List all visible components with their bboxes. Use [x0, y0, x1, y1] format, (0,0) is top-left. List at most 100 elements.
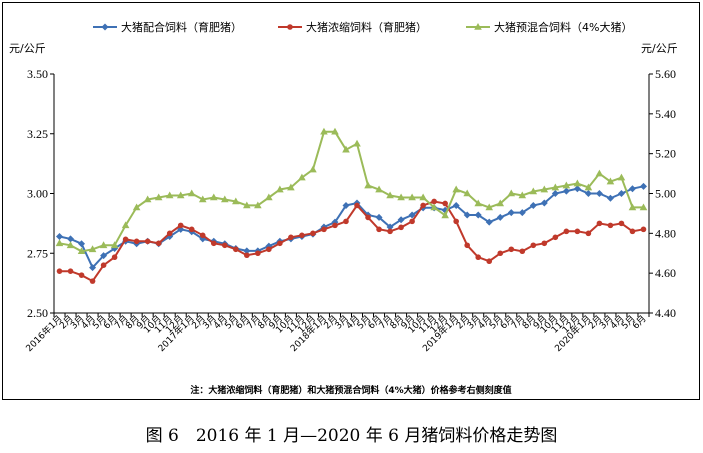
data-point	[209, 193, 218, 201]
data-point	[244, 252, 250, 259]
data-point	[486, 258, 493, 265]
data-point	[88, 245, 97, 253]
left-axis-unit: 元/公斤	[9, 42, 46, 55]
right-axis-tick-label: 5.60	[655, 67, 676, 81]
data-point	[519, 248, 526, 255]
data-point	[353, 139, 361, 147]
data-point	[485, 218, 493, 226]
data-point	[266, 246, 272, 253]
data-point	[595, 190, 603, 197]
data-point	[562, 181, 571, 189]
right-axis-unit: 元/公斤	[641, 42, 678, 55]
data-point	[187, 189, 196, 197]
data-point	[220, 195, 229, 203]
data-point	[585, 230, 592, 237]
data-point	[299, 232, 305, 239]
data-point	[551, 183, 560, 191]
legend-label: 大猪配合饲料（育肥猪）	[121, 20, 242, 34]
data-point	[232, 197, 240, 205]
data-point	[132, 203, 141, 211]
data-point	[210, 240, 217, 247]
data-point	[573, 179, 582, 187]
data-point	[78, 272, 85, 278]
data-point	[287, 183, 295, 191]
data-point	[309, 165, 317, 173]
data-point	[408, 193, 416, 201]
data-point	[121, 221, 130, 229]
data-point	[563, 228, 570, 235]
data-point	[287, 24, 293, 30]
data-point	[442, 200, 448, 207]
data-point	[419, 193, 427, 201]
line-chart: 2.50 2.75 3.00 3.25 3.50 4.40 4.60 4.80 5.00 5.20…	[9, 20, 678, 396]
legend-label: 大猪预混合饲料（4%大猪）	[494, 20, 632, 34]
right-axis-tick-label: 4.60	[655, 266, 676, 280]
data-point	[529, 201, 537, 209]
data-point	[474, 211, 482, 219]
data-point	[265, 193, 273, 201]
legend: 大猪配合饲料（育肥猪） 大猪浓缩饲料（育肥猪） 大猪预混合饲料（4%大猪）	[93, 20, 632, 34]
data-point	[67, 235, 75, 243]
data-point	[89, 264, 97, 272]
data-point	[320, 127, 328, 135]
data-point	[165, 191, 174, 199]
data-point	[298, 173, 306, 181]
data-point	[56, 233, 64, 241]
data-point	[342, 201, 350, 209]
data-point	[474, 23, 482, 30]
data-point	[552, 234, 559, 241]
x-axis-tick-label: 6月	[630, 313, 648, 331]
data-point	[364, 181, 372, 189]
series-3	[55, 127, 648, 255]
data-point	[99, 241, 108, 249]
data-point	[77, 247, 86, 255]
right-axis-tick-label: 5.40	[655, 107, 676, 121]
data-point	[342, 145, 350, 153]
data-point	[453, 218, 459, 225]
data-point	[618, 220, 625, 227]
data-point	[639, 182, 647, 190]
data-point	[233, 246, 239, 253]
data-point	[420, 202, 426, 209]
data-point	[596, 220, 603, 227]
data-point	[529, 187, 538, 195]
data-point	[375, 185, 383, 193]
data-point	[176, 191, 185, 199]
data-point	[408, 211, 416, 219]
data-point	[628, 203, 637, 211]
data-point	[101, 23, 109, 31]
data-point	[111, 254, 118, 261]
data-point	[277, 240, 283, 247]
data-point	[143, 195, 152, 203]
data-point	[540, 185, 549, 193]
data-point	[387, 228, 393, 235]
data-point	[67, 268, 74, 274]
data-point	[78, 240, 86, 248]
data-point	[398, 224, 404, 231]
legend-item: 大猪预混合饲料（4%大猪）	[466, 20, 632, 34]
data-point	[474, 199, 483, 207]
data-point	[463, 189, 471, 197]
data-point	[441, 211, 449, 219]
figure-caption: 图 6 2016 年 1 月—2020 年 6 月猪饲料价格走势图	[145, 426, 558, 446]
data-point	[530, 242, 537, 249]
data-point	[540, 199, 548, 207]
series-1	[56, 182, 647, 272]
data-point	[177, 222, 184, 229]
chart-note: 注：大猪浓缩饲料（育肥猪）和大猪预混合饲料（4%大猪）价格参考右侧刻度值	[190, 384, 511, 396]
data-point	[199, 232, 206, 239]
data-point	[56, 268, 63, 274]
data-point	[375, 213, 383, 221]
data-point	[617, 173, 626, 181]
data-point	[409, 218, 415, 225]
data-point	[288, 234, 294, 241]
left-axis-tick-label: 3.00	[27, 187, 48, 201]
data-point	[154, 193, 163, 201]
data-point	[629, 228, 636, 235]
data-point	[397, 193, 405, 201]
data-point	[464, 242, 470, 249]
data-point	[66, 241, 75, 249]
data-point	[243, 201, 251, 209]
data-point	[133, 238, 140, 245]
data-point	[331, 127, 339, 135]
